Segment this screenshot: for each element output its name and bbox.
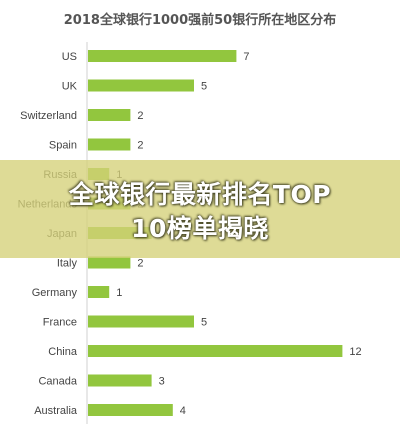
- value-label-switzerland: 2: [137, 110, 143, 122]
- chart-title: 2018全球银行1000强前50银行所在地区分布: [64, 12, 336, 28]
- category-label-germany: Germany: [32, 287, 78, 299]
- category-label-uk: UK: [62, 81, 78, 93]
- bar-china: [88, 345, 343, 357]
- headline-line-2: 10榜单揭晓: [131, 214, 269, 243]
- category-label-australia: Australia: [34, 405, 78, 417]
- value-label-italy: 2: [137, 258, 143, 270]
- bar-uk: [88, 79, 194, 92]
- headline-line-1: 全球银行最新排名TOP: [68, 180, 332, 209]
- value-label-france: 5: [201, 317, 207, 329]
- bar-switzerland: [88, 109, 131, 121]
- category-label-spain: Spain: [49, 140, 77, 152]
- bar-australia: [88, 404, 173, 416]
- category-label-china: China: [48, 346, 78, 358]
- category-label-italy: Italy: [57, 258, 78, 270]
- value-label-china: 12: [349, 346, 361, 358]
- value-label-uk: 5: [201, 81, 207, 93]
- value-label-australia: 4: [180, 405, 186, 417]
- bar-italy: [88, 256, 131, 269]
- value-label-us: 7: [243, 51, 249, 63]
- bar-us: [88, 50, 237, 62]
- category-label-canada: Canada: [38, 376, 77, 388]
- bar-spain: [88, 138, 131, 151]
- headline-banner: 全球银行最新排名TOP 10榜单揭晓: [0, 160, 400, 258]
- value-label-canada: 3: [159, 376, 165, 388]
- value-label-spain: 2: [137, 140, 143, 152]
- bar-germany: [88, 286, 110, 298]
- bar-france: [88, 315, 194, 328]
- category-label-france: France: [43, 317, 77, 329]
- bar-canada: [88, 374, 152, 387]
- category-label-switzerland: Switzerland: [20, 110, 77, 122]
- value-label-germany: 1: [116, 287, 122, 299]
- category-label-us: US: [62, 51, 77, 63]
